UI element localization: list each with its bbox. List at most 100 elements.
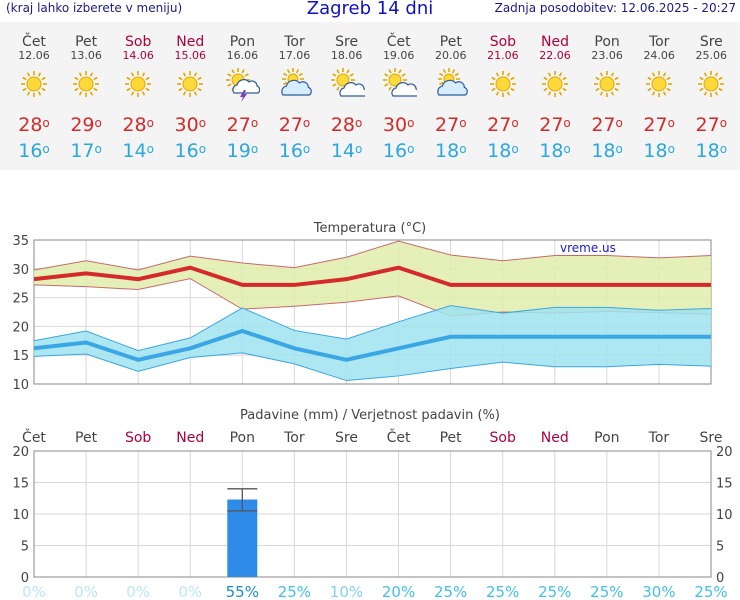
max-temperature: 27o: [278, 114, 311, 136]
sun-icon: [633, 66, 685, 106]
day-name: Čet: [22, 34, 46, 50]
day-name: Sre: [699, 34, 723, 50]
max-range-band-upper: [33, 240, 712, 271]
x-tick-label: Sre: [700, 430, 723, 446]
x-tick-label: Pon: [594, 430, 619, 446]
min-temperature: 18o: [695, 140, 728, 162]
day-date: 18.06: [330, 49, 363, 62]
y-tick-label: 10: [12, 378, 29, 393]
page-title: Zagreb 14 dni: [306, 0, 434, 19]
day-name: Tor: [648, 34, 670, 50]
day-date: 12.06: [18, 49, 50, 62]
day-date: 19.06: [382, 49, 415, 62]
precip-probability: 25%: [486, 583, 519, 600]
min-range-band: [34, 305, 711, 381]
day-name: Pet: [75, 34, 98, 50]
precip-probability: 25%: [538, 583, 571, 600]
sun-icon: [581, 66, 633, 106]
max-temperature: 30o: [382, 114, 415, 136]
sun-icon: [164, 66, 216, 106]
min-temperature: 16o: [18, 140, 50, 162]
precip-probability: 55%: [226, 583, 259, 600]
min-temperature: 16o: [174, 140, 207, 162]
max-temperature: 28o: [330, 114, 363, 136]
precip-probability: 30%: [642, 583, 675, 600]
y-tick-label-right: 20: [716, 445, 733, 460]
sun-icon: [8, 66, 60, 106]
day-column: Sob 21.06 27o 18o: [477, 22, 529, 162]
y-tick-label: 35: [12, 234, 29, 249]
day-date: 13.06: [70, 49, 102, 62]
precip-probability: 0%: [74, 583, 98, 600]
y-tick-label: 20: [12, 445, 29, 460]
y-tick-label: 20: [12, 320, 29, 335]
day-name: Ned: [176, 34, 205, 50]
day-date: 21.06: [487, 49, 519, 62]
daily-forecast: Čet 12.06 28o 16o Pet 13.06 29o 17o Sob 14.06 28o 1…: [0, 22, 740, 170]
precipitation-bar: [227, 499, 258, 577]
precip-probability: 0%: [178, 583, 202, 600]
sun-cloud-icon: [321, 66, 373, 106]
max-temperature: 30o: [174, 114, 207, 136]
chart-title: Padavine (mm) / Verjetnost padavin (%): [240, 408, 500, 423]
x-tick-label: Sob: [125, 430, 151, 446]
day-date: 14.06: [122, 49, 154, 62]
sun-icon: [112, 66, 164, 106]
y-tick-label: 0: [21, 571, 29, 586]
max-temperature: 27o: [539, 114, 571, 136]
min-temperature: 14o: [330, 140, 363, 162]
location-menu-note[interactable]: (kraj lahko izberete v meniju): [6, 1, 183, 15]
precipitation-chart: Padavine (mm) / Verjetnost padavin (%) Če…: [12, 408, 733, 600]
day-date: 20.06: [435, 49, 467, 62]
x-tick-label: Tor: [283, 430, 305, 446]
x-tick-label: Ned: [176, 430, 204, 446]
day-name: Sre: [335, 34, 359, 50]
sun-icon: [529, 66, 581, 106]
sun-cloud-icon: [373, 66, 425, 106]
min-temperature: 18o: [643, 140, 675, 162]
max-temperature: 27o: [643, 114, 675, 136]
day-column: Čet 19.06 30o 16o: [373, 22, 425, 162]
day-date: 15.06: [174, 49, 207, 62]
day-date: 16.06: [226, 49, 259, 62]
day-column: Ned 15.06 30o 16o: [164, 22, 216, 162]
sun-icon: [685, 66, 737, 106]
y-tick-label: 30: [12, 263, 29, 278]
max-temperature: 28o: [18, 114, 50, 136]
max-temperature: 27o: [591, 114, 623, 136]
precip-probability: 10%: [330, 583, 363, 600]
max-temperature-line: [33, 265, 711, 287]
partly-cloudy-icon: [269, 66, 321, 106]
precip-probability: 25%: [694, 583, 727, 600]
max-temperature: 27o: [226, 114, 259, 136]
x-tick-label: Čet: [22, 428, 46, 446]
y-tick-label: 15: [12, 477, 29, 492]
plot-frame: [33, 450, 712, 578]
min-range-band-upper: [33, 305, 712, 352]
min-temperature: 18o: [591, 140, 623, 162]
precip-probability: 25%: [278, 583, 311, 600]
day-name: Čet: [386, 34, 411, 50]
max-temperature: 27o: [435, 114, 467, 136]
day-name: Sob: [125, 34, 152, 50]
min-temperature-line: [33, 328, 711, 362]
min-temperature: 16o: [278, 140, 311, 162]
day-name: Pon: [229, 34, 256, 50]
day-column: Sob 14.06 28o 14o: [112, 22, 164, 162]
min-temperature: 19o: [226, 140, 259, 162]
day-column: Tor 17.06 27o 16o: [269, 22, 321, 162]
min-temperature: 18o: [487, 140, 519, 162]
day-date: 17.06: [278, 49, 311, 62]
max-temperature: 27o: [695, 114, 728, 136]
min-temperature: 16o: [382, 140, 415, 162]
sun-icon: [477, 66, 529, 106]
sun-icon: [60, 66, 112, 106]
day-date: 22.06: [539, 49, 571, 62]
precip-probability: 25%: [590, 583, 623, 600]
day-date: 24.06: [643, 49, 675, 62]
precip-probability: 25%: [434, 583, 467, 600]
min-range-band-lower: [33, 352, 712, 382]
max-range-band: [34, 241, 711, 317]
last-update: Zadnja posodobitev: 12.06.2025 - 20:27: [494, 1, 736, 15]
max-temperature: 28o: [122, 114, 154, 136]
